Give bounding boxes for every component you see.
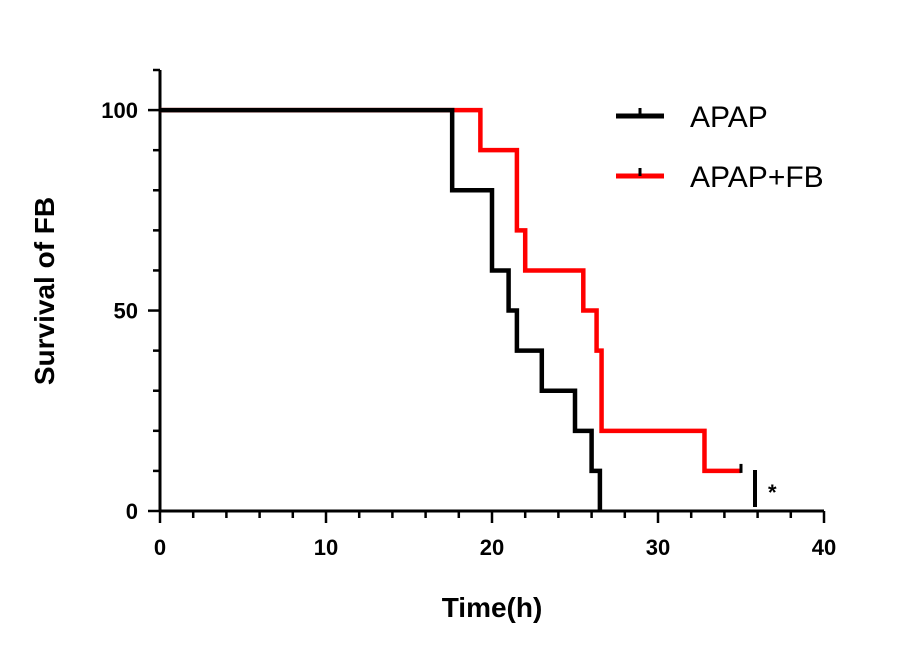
legend-label: APAP <box>690 101 768 134</box>
legend: APAP APAP+FB <box>616 101 824 194</box>
y-axis-title: Survival of FB <box>29 197 60 385</box>
series-line-apap-fb <box>160 107 741 474</box>
x-tick-label: 30 <box>646 535 670 560</box>
axes: 0 50 100 0 10 20 30 40 <box>101 68 836 560</box>
y-tick-label: 100 <box>101 98 138 123</box>
x-tick-label: 10 <box>314 535 338 560</box>
y-tick-label: 0 <box>126 499 138 524</box>
series-layer <box>160 107 757 511</box>
x-tick-label: 20 <box>480 535 504 560</box>
x-tick-label: 0 <box>154 535 166 560</box>
series-line-apap <box>160 107 603 511</box>
legend-label: APAP+FB <box>690 161 824 194</box>
x-axis-title: Time(h) <box>442 592 543 623</box>
y-tick-label: 50 <box>114 299 138 324</box>
significance-annotation: * <box>768 480 777 505</box>
x-tick-label: 40 <box>812 535 836 560</box>
